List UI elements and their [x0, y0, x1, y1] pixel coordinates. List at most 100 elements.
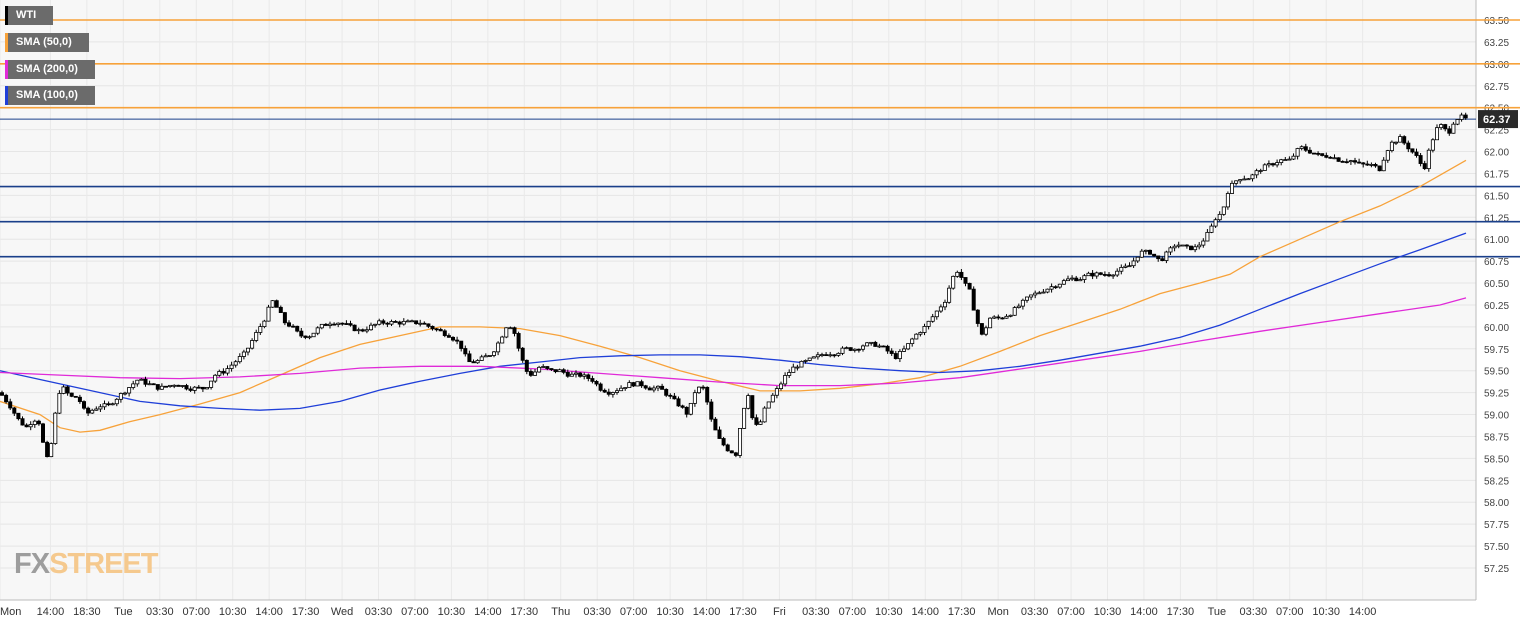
candle-up [213, 374, 218, 382]
y-tick-label: 61.75 [1484, 169, 1509, 180]
x-tick-label: 17:30 [729, 606, 757, 618]
candle-down [979, 323, 984, 335]
y-tick-label: 61.50 [1484, 191, 1509, 202]
candle-down [893, 353, 898, 360]
x-tick-label: 17:30 [948, 606, 976, 618]
candle-down [1357, 161, 1362, 164]
candle-up [139, 378, 144, 381]
candle-down [106, 403, 111, 406]
candle-down [660, 385, 665, 390]
candle-up [635, 381, 640, 387]
candle-up [1197, 244, 1202, 248]
candle-up [828, 354, 833, 357]
candle-down [717, 429, 722, 439]
candle-up [61, 386, 66, 394]
candle-down [664, 388, 669, 396]
candle-up [114, 398, 119, 405]
candle-down [385, 322, 390, 325]
candle-up [906, 343, 911, 350]
candle-down [0, 392, 4, 396]
candle-down [1160, 258, 1165, 261]
candle-down [455, 339, 460, 342]
candle-up [1131, 260, 1136, 267]
candle-down [959, 271, 964, 278]
candle-up [307, 336, 312, 339]
candle-down [1189, 245, 1194, 251]
candle-up [918, 332, 923, 335]
candle-up [569, 373, 574, 377]
candle-up [368, 324, 373, 331]
candle-down [188, 388, 193, 391]
candle-down [971, 288, 976, 311]
candle-up [262, 320, 267, 327]
legend-item-sma-50: SMA (50,0) [5, 33, 89, 52]
candle-down [65, 386, 70, 394]
x-tick-label: 03:30 [583, 606, 611, 618]
candle-down [422, 322, 427, 325]
candle-up [1004, 315, 1009, 319]
candle-up [1205, 231, 1210, 242]
candle-up [1225, 193, 1230, 208]
candle-down [565, 371, 570, 377]
candle-up [1033, 292, 1038, 296]
candle-up [32, 420, 37, 425]
candle-up [1172, 245, 1177, 249]
candle-up [373, 323, 378, 326]
candle-up [90, 409, 95, 414]
candle-up [840, 347, 845, 354]
candle-up [627, 382, 632, 388]
legend-item-wti: WTI [5, 6, 53, 25]
candle-down [1361, 162, 1366, 165]
candle-down [606, 391, 611, 395]
candle-down [196, 386, 201, 389]
candle-down [434, 328, 439, 331]
candle-up [1025, 296, 1030, 301]
candle-up [897, 350, 902, 360]
candle-up [1266, 163, 1271, 166]
candle-up [1164, 251, 1169, 261]
candle-up [1127, 265, 1132, 268]
candle-up [1439, 124, 1444, 129]
x-tick-label: 03:30 [365, 606, 393, 618]
candle-down [824, 354, 829, 357]
candle-up [102, 403, 107, 408]
candle-down [709, 401, 714, 420]
candle-up [356, 329, 361, 332]
candle-up [1348, 160, 1353, 163]
legend-item-sma-200: SMA (200,0) [5, 60, 95, 79]
candle-up [1299, 146, 1304, 149]
candle-down [45, 441, 50, 458]
candle-up [861, 345, 866, 350]
last-price-tag [1478, 110, 1518, 129]
candle-down [16, 412, 21, 420]
candle-up [992, 316, 997, 319]
candle-up [988, 317, 993, 329]
y-tick-label: 62.50 [1484, 104, 1509, 115]
candle-down [278, 306, 283, 313]
candle-down [176, 384, 181, 387]
x-tick-label: Mon [0, 606, 21, 618]
candle-down [549, 368, 554, 370]
candle-down [516, 333, 521, 349]
y-tick-label: 63.00 [1484, 60, 1509, 71]
candle-up [688, 402, 693, 415]
candle-down [1373, 164, 1378, 167]
candle-up [192, 386, 197, 391]
candle-up [1201, 240, 1206, 246]
candle-up [1041, 291, 1046, 294]
y-tick-label: 58.25 [1484, 476, 1509, 487]
candle-down [889, 350, 894, 354]
candle-up [168, 384, 173, 387]
candle-down [450, 336, 455, 341]
candle-down [1344, 161, 1349, 164]
candle-up [250, 340, 255, 349]
candle-down [344, 323, 349, 325]
candle-down [701, 386, 706, 389]
candle-down [713, 418, 718, 431]
y-tick-label: 58.00 [1484, 498, 1509, 509]
candle-down [459, 340, 464, 349]
candle-up [934, 310, 939, 318]
candle-up [1369, 164, 1374, 166]
candle-up [496, 342, 501, 353]
x-tick-label: 14:00 [1130, 606, 1158, 618]
